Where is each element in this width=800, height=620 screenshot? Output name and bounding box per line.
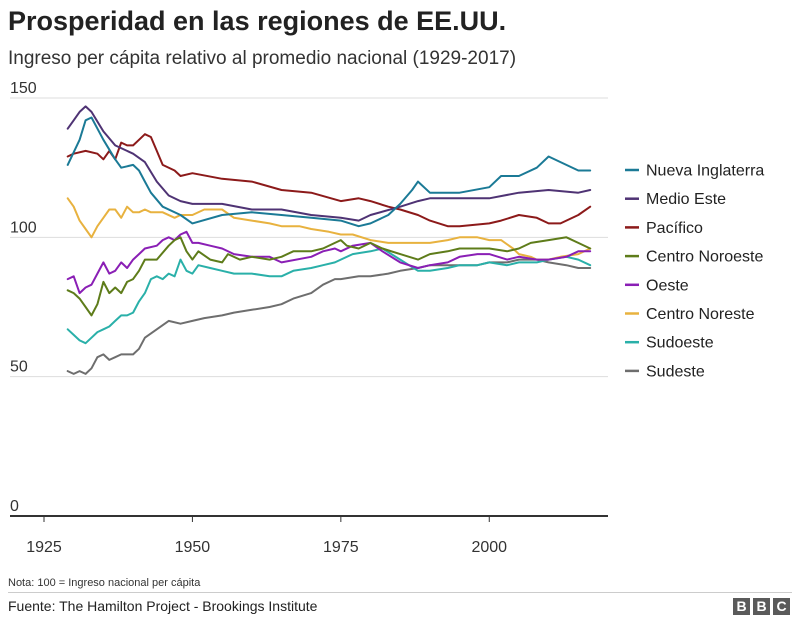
legend-label-3: Pacífico	[646, 220, 703, 237]
y-tick-label-100: 100	[10, 219, 37, 236]
x-axis-tick-labels: 1925 1950 1975 2000	[26, 516, 507, 556]
gridlines	[10, 97, 608, 517]
series-lines	[66, 105, 592, 375]
bbc-logo-letter-1: B	[733, 598, 750, 615]
x-tick-label-1925: 1925	[26, 539, 62, 556]
series-line-8	[66, 258, 592, 375]
series-line-6	[66, 197, 592, 261]
legend-label-8: Sudeste	[646, 363, 705, 380]
legend-label-5: Oeste	[646, 277, 689, 294]
legend-label-2: Medio Este	[646, 191, 726, 208]
series-line-3	[66, 133, 592, 228]
y-tick-label-50: 50	[10, 359, 28, 376]
y-tick-label-0: 0	[10, 498, 19, 515]
x-tick-label-1950: 1950	[175, 539, 211, 556]
series-line-7	[66, 247, 592, 345]
chart-title: Prosperidad en las regiones de EE.UU.	[8, 6, 507, 36]
y-tick-label-150: 150	[10, 80, 37, 97]
footnote: Nota: 100 = Ingreso nacional per cápita	[8, 577, 201, 589]
series-line-2	[66, 105, 592, 222]
line-chart: 0 50 100 150 1925 1950 1975 2000 Nueva Inglate…	[10, 80, 764, 556]
series-line-1	[66, 116, 592, 228]
legend-label-6: Centro Noreste	[646, 306, 755, 323]
bbc-logo-letter-3: C	[773, 598, 790, 615]
bbc-logo: B B C	[733, 598, 790, 615]
y-axis-tick-labels: 0 50 100 150	[10, 80, 37, 515]
footer-divider	[8, 592, 792, 593]
x-tick-label-1975: 1975	[323, 539, 359, 556]
legend-label-1: Nueva Inglaterra	[646, 163, 764, 180]
source-credit: Fuente: The Hamilton Project - Brookings…	[8, 598, 318, 614]
chart-subtitle: Ingreso per cápita relativo al promedio …	[8, 48, 517, 69]
legend-label-7: Sudoeste	[646, 335, 714, 352]
x-tick-label-2000: 2000	[471, 539, 507, 556]
series-line-5	[66, 230, 592, 295]
series-line-4	[66, 236, 592, 317]
legend-label-4: Centro Noroeste	[646, 249, 763, 266]
legend: Nueva Inglaterra Medio Este Pacífico Centro…	[625, 163, 764, 380]
bbc-logo-letter-2: B	[753, 598, 770, 615]
